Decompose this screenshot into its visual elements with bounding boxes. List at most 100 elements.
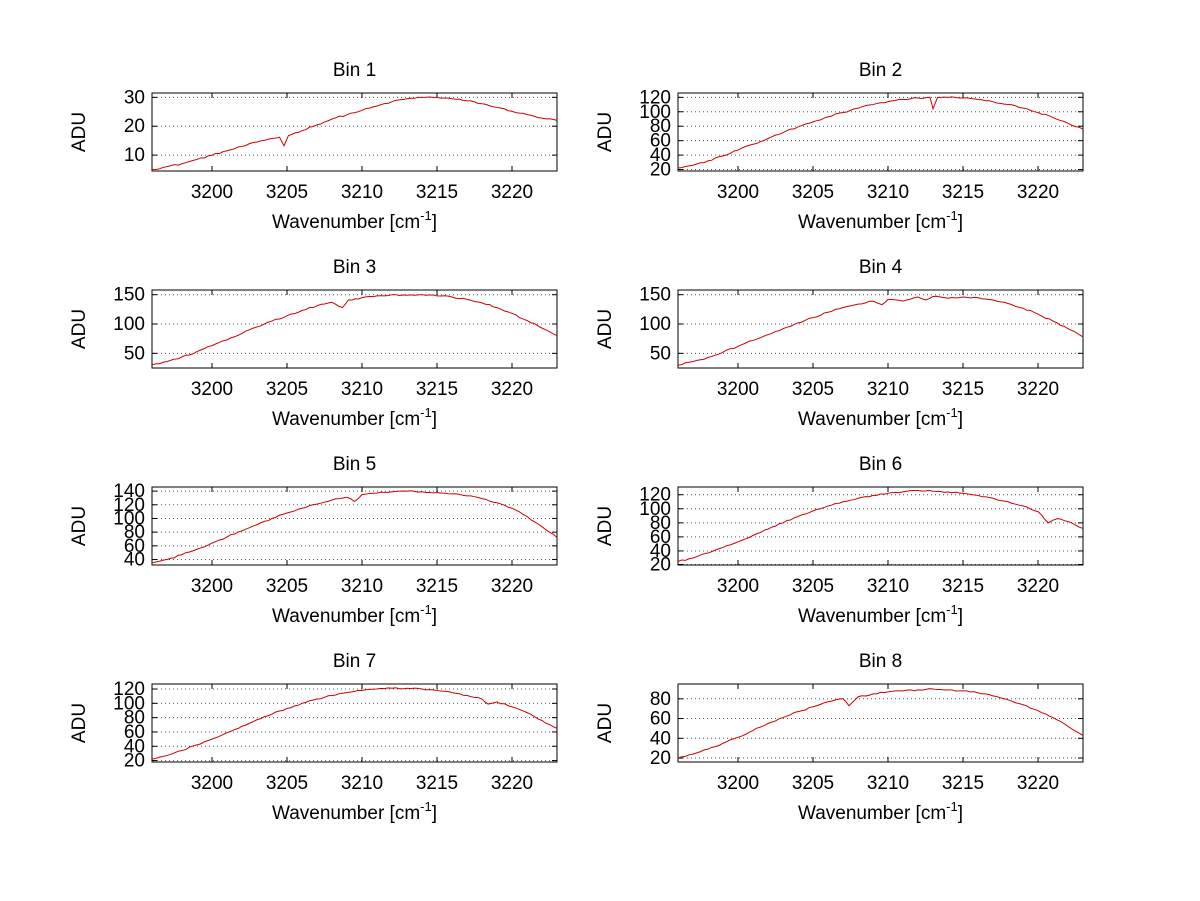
y-tick-label: 60 <box>124 536 145 557</box>
x-tick-label: 3220 <box>1017 773 1059 794</box>
x-tick-label: 3200 <box>191 773 233 794</box>
subplot-title: Bin 1 <box>333 60 376 81</box>
subplot-bin-3: Bin 3 50 100 150 3200 3205 3210 3215 3220 ADU Wave… <box>30 243 560 440</box>
spectrum-line <box>677 96 1084 169</box>
y-tick-label: 150 <box>113 285 145 306</box>
y-tick-label: 80 <box>650 513 671 534</box>
x-tick-label: 3200 <box>717 773 759 794</box>
axes-box <box>151 683 558 763</box>
x-tick-label: 3210 <box>341 576 383 597</box>
y-tick-label: 140 <box>113 481 145 502</box>
axes-box <box>677 289 1084 369</box>
x-tick-label: 3200 <box>717 576 759 597</box>
axes-box <box>677 486 1084 566</box>
subplot-title: Bin 4 <box>859 257 903 278</box>
spectrum-line <box>151 687 558 760</box>
y-tick-label: 40 <box>650 728 671 749</box>
y-tick-label: 150 <box>639 285 671 306</box>
subplot-bin-5: Bin 5 40 60 80 100 120 140 3200 3205 3210 3215 3220… <box>30 440 560 637</box>
x-tick-label: 3205 <box>266 773 308 794</box>
y-tick-label: 100 <box>639 102 671 123</box>
x-tick-label: 3205 <box>792 773 834 794</box>
y-tick-label: 60 <box>650 709 671 730</box>
x-tick-label: 3200 <box>191 576 233 597</box>
x-tick-label: 3215 <box>416 773 458 794</box>
y-tick-label: 80 <box>124 522 145 543</box>
x-tick-label: 3200 <box>717 379 759 400</box>
spectrum-line <box>677 295 1084 366</box>
x-tick-label: 3210 <box>341 773 383 794</box>
axes-box <box>151 92 558 172</box>
x-tick-label: 3210 <box>867 379 909 400</box>
x-tick-label: 3200 <box>191 182 233 203</box>
y-tick-label: 100 <box>113 314 145 335</box>
y-tick-label: 40 <box>650 541 671 562</box>
y-tick-label: 20 <box>124 751 145 772</box>
y-tick-label: 100 <box>113 693 145 714</box>
y-tick-label: 60 <box>650 527 671 548</box>
x-tick-label: 3215 <box>416 182 458 203</box>
subplot-bin-2: Bin 2 20 40 60 80 100 120 3200 3205 3210 3215 3220 A… <box>556 46 1086 243</box>
x-tick-label: 3220 <box>1017 182 1059 203</box>
x-tick-label: 3215 <box>416 379 458 400</box>
x-tick-label: 3210 <box>867 182 909 203</box>
x-tick-label: 3215 <box>942 379 984 400</box>
axes-box <box>677 92 1084 172</box>
spectrum-line <box>151 96 558 171</box>
subplot-bin-1: Bin 1 10 20 30 3200 3205 3210 3215 3220 ADU Wavenu… <box>30 46 560 243</box>
y-tick-label: 120 <box>113 679 145 700</box>
subplot-bin-4: Bin 4 50 100 150 3200 3205 3210 3215 3220 ADU Wave… <box>556 243 1086 440</box>
x-tick-label: 3205 <box>266 379 308 400</box>
x-tick-label: 3210 <box>867 576 909 597</box>
axes-box <box>677 683 1084 763</box>
subplot-bin-8: Bin 8 20 40 60 80 3200 3205 3210 3215 3220 ADU Wave… <box>556 637 1086 834</box>
x-tick-label: 3200 <box>717 182 759 203</box>
x-tick-label: 3210 <box>341 379 383 400</box>
y-tick-label: 30 <box>124 87 145 108</box>
y-tick-label: 80 <box>124 708 145 729</box>
spectrum-line <box>151 294 558 366</box>
y-tick-label: 50 <box>650 343 671 364</box>
y-tick-label: 40 <box>124 550 145 571</box>
subplot-canvas: Bin 4 50 100 150 3200 3205 3210 3215 3220 ADU Wave… <box>595 257 1084 430</box>
x-tick-label: 3220 <box>491 379 533 400</box>
x-tick-label: 3215 <box>942 773 984 794</box>
x-axis-label: Wavenumber [cm-1] <box>798 799 963 824</box>
x-axis-label: Wavenumber [cm-1] <box>798 405 963 430</box>
subplot-title: Bin 8 <box>859 651 902 672</box>
y-tick-label: 20 <box>124 116 145 137</box>
spectrum-line <box>677 489 1084 562</box>
y-tick-label: 20 <box>650 555 671 576</box>
x-tick-label: 3220 <box>491 773 533 794</box>
y-tick-label: 10 <box>124 145 145 166</box>
y-tick-label: 20 <box>650 160 671 181</box>
y-axis-label: ADU <box>69 309 90 349</box>
y-tick-label: 100 <box>113 508 145 529</box>
x-tick-label: 3220 <box>1017 576 1059 597</box>
subplot-title: Bin 5 <box>333 454 376 475</box>
y-tick-label: 40 <box>124 736 145 757</box>
x-tick-label: 3215 <box>942 182 984 203</box>
y-tick-label: 100 <box>639 499 671 520</box>
subplot-title: Bin 3 <box>333 257 376 278</box>
spectrum-line <box>151 490 558 564</box>
x-tick-label: 3205 <box>792 576 834 597</box>
y-axis-label: ADU <box>595 309 616 349</box>
subplot-title: Bin 7 <box>333 651 376 672</box>
x-axis-label: Wavenumber [cm-1] <box>272 602 437 627</box>
axes-box <box>151 289 558 369</box>
y-tick-label: 120 <box>639 87 671 108</box>
subplot-bin-6: Bin 6 20 40 60 80 100 120 3200 3205 3210 3215 3220 A… <box>556 440 1086 637</box>
x-tick-label: 3220 <box>491 576 533 597</box>
x-tick-label: 3210 <box>341 182 383 203</box>
x-tick-label: 3205 <box>266 182 308 203</box>
y-tick-label: 100 <box>639 314 671 335</box>
x-tick-label: 3205 <box>792 379 834 400</box>
x-tick-label: 3215 <box>416 576 458 597</box>
y-axis-label: ADU <box>69 112 90 152</box>
